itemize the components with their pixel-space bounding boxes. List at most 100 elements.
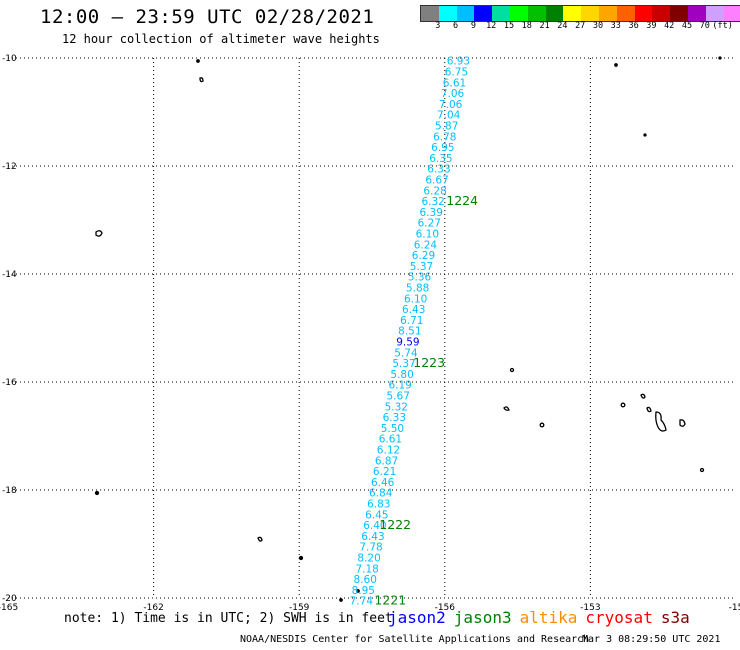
swh-value: 5.36 [408, 272, 432, 284]
island-outlines [94, 56, 722, 602]
swh-value: 6.12 [377, 445, 400, 457]
swh-value: 7.04 [437, 110, 461, 122]
colorbar-label: 21 [539, 21, 550, 31]
swh-value: 6.10 [416, 229, 439, 241]
legend-s3a: s3a [660, 608, 690, 627]
island [620, 402, 626, 408]
colorbar-swatch [456, 6, 475, 21]
lon-tick-label: -153 [580, 603, 600, 613]
lon-tick-label: -159 [289, 603, 310, 613]
swh-value: 9.59 [396, 337, 419, 349]
colorbar-label: 27 [575, 21, 586, 31]
lon-tick-label: -162 [143, 603, 163, 613]
colorbar-label: 15 [503, 21, 515, 31]
swh-value: 6.21 [373, 466, 396, 478]
colorbar-label: 3 [435, 21, 441, 31]
swh-value: 6.67 [425, 175, 448, 187]
colorbar-swatch [545, 6, 564, 21]
swh-value: 7.06 [441, 88, 465, 100]
colorbar-label: 70 [699, 21, 710, 31]
swh-value: 5.67 [387, 391, 410, 403]
swh-value: 5.32 [385, 401, 408, 413]
colorbar-swatch [634, 6, 653, 21]
swh-value: 6.46 [371, 477, 395, 489]
island [257, 536, 263, 542]
colorbar-label: 36 [628, 21, 639, 31]
hour-labels: 1224 1223 1222 1221 [374, 193, 478, 608]
footer-credit: NOAA/NESDIS Center for Satellite Applica… [240, 634, 590, 645]
swh-value: 5.37 [410, 261, 433, 273]
colorbar-swatch [616, 6, 635, 21]
swh-value: 6.45 [365, 509, 388, 521]
colorbar-swatch [509, 6, 528, 21]
swh-value: 5.37 [392, 358, 415, 370]
island [503, 406, 510, 411]
swh-value: 5.87 [435, 121, 458, 133]
colorbar-label: 42 [664, 21, 675, 31]
legend-altika: altika [519, 608, 578, 627]
colorbar-label: 39 [646, 21, 657, 31]
colorbar-swatch [492, 6, 510, 21]
colorbar-swatch [563, 6, 582, 21]
hour-label: 1222 [379, 517, 411, 532]
swh-value: 6.43 [402, 304, 425, 316]
swh-value: 6.35 [429, 153, 452, 165]
swh-value: 6.40 [363, 520, 386, 532]
island [95, 230, 103, 237]
swh-value: 6.61 [379, 434, 402, 446]
swh-value: 6.93 [447, 56, 470, 68]
satellite-legend: jason2 jason3 altika cryosat s3a [388, 608, 698, 627]
swh-value: 5.74 [394, 347, 418, 359]
swh-value: 7.06 [439, 99, 463, 111]
colorbar-label: (ft) [712, 21, 733, 31]
colorbar-label: 45 [681, 21, 693, 31]
hour-label: 1224 [446, 193, 478, 208]
island [718, 56, 722, 60]
lon-tick-label: -156 [435, 603, 456, 613]
lon-tick-label: -15 [729, 603, 740, 613]
colorbar-swatch [438, 6, 457, 21]
hour-label: 1223 [413, 355, 445, 370]
swh-value: 6.10 [404, 293, 427, 305]
colorbar-label: 24 [557, 21, 568, 31]
swh-value: 6.71 [400, 315, 423, 327]
island [699, 467, 705, 473]
swh-value: 5.88 [406, 283, 429, 295]
island [646, 406, 652, 413]
swh-value: 6.28 [423, 185, 446, 197]
island [640, 393, 646, 399]
map-note: note: 1) Time is in UTC; 2) SWH is in fe… [64, 611, 393, 626]
legend-jason3: jason3 [453, 608, 512, 627]
swh-value: 6.78 [433, 131, 456, 143]
colorbar-swatch [421, 6, 439, 21]
island [679, 419, 686, 427]
swh-value: 6.95 [431, 142, 454, 154]
swh-labels: 6.936.756.617.067.067.045.876.786.956.35… [350, 56, 470, 608]
swh-value: 6.87 [375, 455, 398, 467]
island [298, 555, 304, 561]
swh-value: 6.33 [427, 164, 450, 176]
legend-jason2: jason2 [388, 608, 446, 627]
map-subtitle: 12 hour collection of altimeter wave hei… [62, 32, 380, 46]
lat-tick-label: -18 [2, 486, 17, 496]
island [356, 589, 360, 593]
colorbar-swatch [527, 6, 546, 21]
swh-value: 5.80 [390, 369, 413, 381]
island [196, 59, 200, 63]
colorbar-label: 18 [521, 21, 532, 31]
hour-label: 1221 [374, 593, 406, 608]
island [199, 77, 204, 83]
colorbar-label: 33 [610, 21, 621, 31]
island [509, 367, 515, 373]
colorbar-label: 12 [486, 21, 497, 31]
lat-tick-label: -14 [2, 270, 17, 280]
swh-value: 8.60 [354, 574, 377, 586]
swh-value: 8.51 [398, 326, 421, 338]
colorbar-swatch [723, 6, 740, 21]
lat-tick-label: -20 [2, 594, 17, 604]
swh-value: 8.95 [352, 585, 375, 597]
footer-timestamp: Mar 3 08:29:50 UTC 2021 [582, 634, 721, 645]
colorbar-swatch [652, 6, 671, 21]
colorbar-swatch [598, 6, 617, 21]
island [643, 133, 647, 137]
